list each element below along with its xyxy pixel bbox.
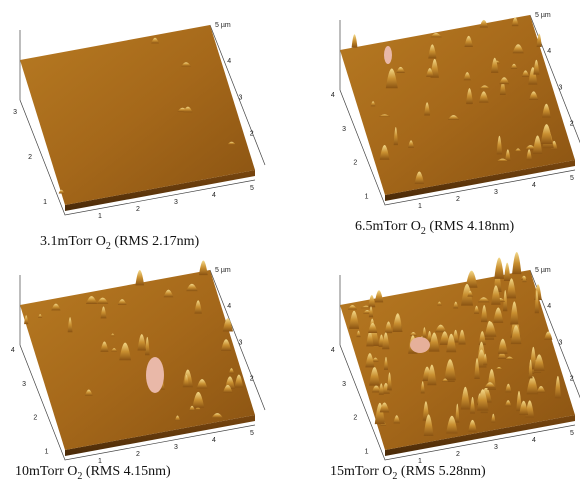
scale-label: 5 µm	[215, 22, 231, 29]
surface-peak	[512, 252, 521, 274]
caption-rest: (RMS 2.17nm)	[111, 234, 200, 249]
right-tick-label: 4	[227, 303, 231, 310]
afm-panel: 5 µm 4 3 2 3 2 1 1 2 3 4 5	[13, 22, 265, 220]
left-tick-label: 2	[353, 160, 357, 167]
caption-text: 15mTorr O	[330, 464, 392, 479]
surface-particle	[410, 337, 430, 353]
surface-peak	[537, 34, 542, 48]
caption-text: 10mTorr O	[15, 464, 77, 479]
bottom-tick-label: 4	[532, 182, 536, 189]
left-tick-label: 3	[13, 109, 17, 116]
right-tick-label: 2	[250, 131, 254, 138]
bottom-tick-label: 4	[212, 192, 216, 199]
caption: 6.5mTorr O2 (RMS 4.18nm)	[355, 219, 515, 237]
right-tick-label: 4	[227, 58, 231, 65]
left-tick-label: 1	[43, 199, 47, 206]
bottom-tick-label: 2	[456, 451, 460, 458]
left-tick-label: 2	[353, 415, 357, 422]
left-tick-label: 1	[365, 448, 369, 455]
caption-text: 6.5mTorr O	[355, 219, 421, 234]
bottom-tick-label: 4	[212, 437, 216, 444]
right-tick-label: 2	[570, 376, 574, 383]
bottom-tick-label: 5	[570, 430, 574, 437]
bottom-tick-label: 5	[570, 175, 574, 182]
caption: 10mTorr O2 (RMS 4.15nm)	[15, 464, 171, 482]
caption-rest: (RMS 4.18nm)	[426, 219, 515, 234]
right-tick-label: 2	[570, 121, 574, 128]
scale-label: 5 µm	[535, 12, 551, 19]
right-tick-label: 4	[547, 303, 551, 310]
left-tick-label: 1	[365, 193, 369, 200]
left-tick-label: 1	[45, 448, 49, 455]
bottom-tick-label: 3	[494, 444, 498, 451]
bottom-tick-label: 4	[532, 437, 536, 444]
figure: 5 µm432321123453.1mTorr O2 (RMS 2.17nm)5…	[0, 0, 580, 485]
surface-peak	[375, 290, 383, 302]
right-tick-label: 2	[250, 376, 254, 383]
bottom-tick-label: 3	[174, 444, 178, 451]
right-tick-label: 3	[239, 94, 243, 101]
caption-rest: (RMS 5.28nm)	[397, 464, 486, 479]
surface-peak	[199, 261, 208, 276]
scale-label: 5 µm	[535, 267, 551, 274]
surface-peak	[135, 270, 144, 285]
surface-particle	[384, 46, 392, 64]
caption: 3.1mTorr O2 (RMS 2.17nm)	[40, 234, 200, 252]
bottom-tick-label: 5	[250, 430, 254, 437]
bottom-tick-label: 3	[174, 199, 178, 206]
afm-panel: 5 µm 4 3 2 4 3 2 1 1 2 3 4 5	[331, 12, 580, 210]
caption: 15mTorr O2 (RMS 5.28nm)	[330, 464, 486, 482]
bottom-tick-label: 2	[136, 206, 140, 213]
left-tick-label: 2	[33, 415, 37, 422]
caption-rest: (RMS 4.15nm)	[82, 464, 171, 479]
right-tick-label: 4	[547, 48, 551, 55]
bottom-tick-label: 5	[250, 185, 254, 192]
surface-peak	[352, 34, 358, 47]
surface-particle	[146, 357, 164, 393]
left-tick-label: 4	[331, 347, 335, 354]
surface-peak	[504, 263, 511, 281]
bottom-tick-label: 3	[494, 189, 498, 196]
bottom-tick-label: 2	[456, 196, 460, 203]
left-tick-label: 2	[28, 154, 32, 161]
surface-peak	[368, 295, 375, 307]
right-tick-label: 3	[239, 339, 243, 346]
scale-label: 5 µm	[215, 267, 231, 274]
caption-text: 3.1mTorr O	[40, 234, 106, 249]
left-tick-label: 4	[11, 347, 15, 354]
left-tick-label: 3	[342, 381, 346, 388]
left-tick-label: 3	[342, 126, 346, 133]
bottom-tick-label: 1	[98, 213, 102, 220]
right-tick-label: 3	[559, 339, 563, 346]
afm-panel: 5 µm432432112345	[331, 252, 580, 465]
left-tick-label: 3	[22, 381, 26, 388]
right-tick-label: 3	[559, 84, 563, 91]
surface-peak	[480, 20, 488, 28]
bottom-tick-label: 2	[136, 451, 140, 458]
bottom-tick-label: 1	[418, 203, 422, 210]
left-tick-label: 4	[331, 92, 335, 99]
surface-peak	[494, 257, 504, 278]
